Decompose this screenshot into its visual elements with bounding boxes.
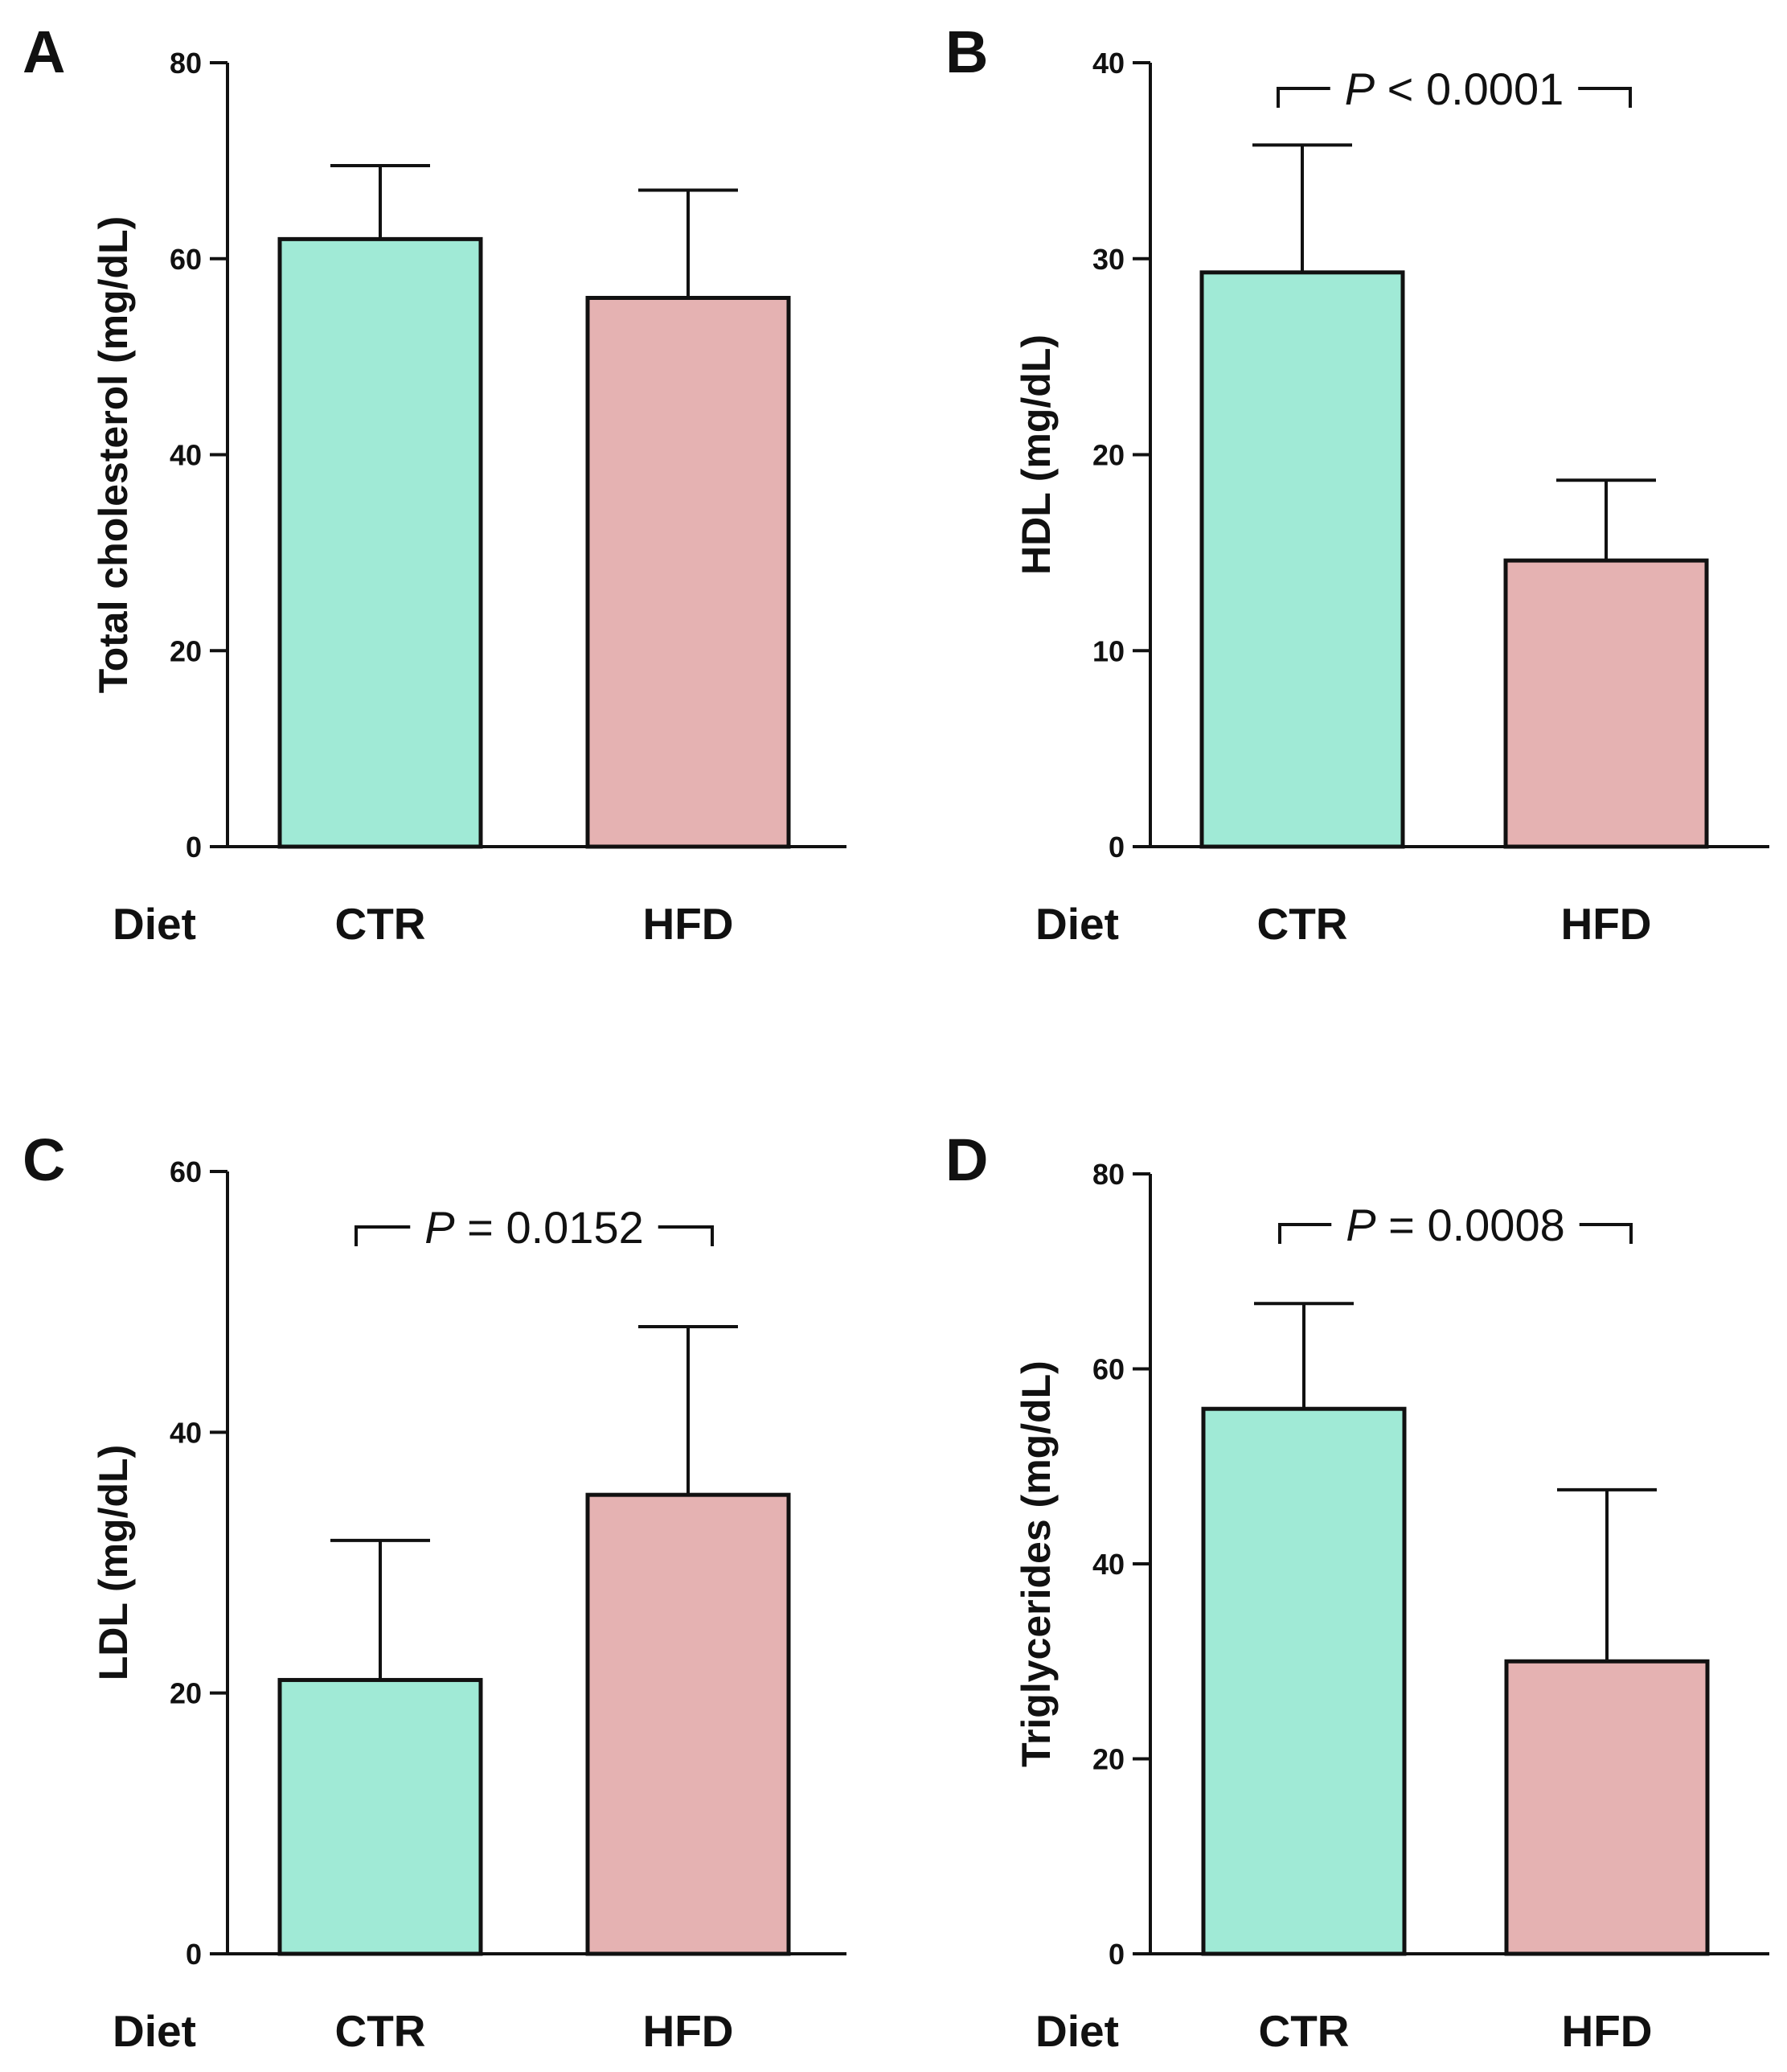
category-label-hfd: HFD (1560, 899, 1651, 949)
p-value-label: P < 0.0001 (1345, 64, 1564, 114)
y-tick-label: 40 (170, 1416, 202, 1449)
category-label-ctr: CTR (334, 899, 425, 949)
y-axis-title: LDL (mg/dL) (91, 1445, 136, 1680)
y-tick-label: 60 (1092, 1353, 1125, 1386)
group-variable-label: Diet (1035, 899, 1119, 949)
y-tick-label: 20 (1092, 1743, 1125, 1776)
significance-bracket-left (355, 1225, 411, 1246)
y-tick-label: 40 (170, 439, 202, 472)
y-tick-label: 0 (186, 831, 202, 864)
bar-hfd (585, 296, 791, 849)
category-label-ctr: CTR (1258, 2006, 1349, 2056)
bar-ctr (277, 1677, 483, 1956)
panel-letter: D (945, 1126, 988, 1193)
group-variable-label: Diet (1035, 2006, 1119, 2056)
significance-bracket-right (658, 1225, 714, 1246)
panel-C: C 0 20 40 60 LDL (mg/dL) CTR HFD Diet P = 0.0152 (23, 1126, 846, 2056)
y-tick-label: 60 (170, 243, 202, 276)
category-label-hfd: HFD (642, 2006, 733, 2056)
y-tick-label: 80 (1092, 1158, 1125, 1191)
y-tick-label: 60 (170, 1155, 202, 1188)
significance-bracket-right (1578, 87, 1632, 108)
y-axis-title: Total cholesterol (mg/dL) (91, 216, 136, 694)
y-tick-label: 0 (1109, 831, 1125, 864)
bar-ctr (277, 236, 483, 849)
panel-A: A 0 20 40 60 80 Total cholesterol (mg/dL) CTR HF… (23, 18, 846, 949)
y-tick-label: 30 (1092, 243, 1125, 276)
category-label-ctr: CTR (1256, 899, 1347, 949)
y-axis-title: HDL (mg/dL) (1014, 334, 1059, 575)
category-label-ctr: CTR (334, 2006, 425, 2056)
panel-letter: C (23, 1126, 65, 1193)
panel-B: B 0 10 20 30 40 HDL (mg/dL) CTR HFD Diet P < 0.000… (945, 18, 1769, 949)
y-tick-label: 80 (170, 47, 202, 80)
p-value-label: P = 0.0008 (1346, 1200, 1564, 1250)
group-variable-label: Diet (113, 899, 196, 949)
panel-D: D 0 20 40 60 80 Triglycerides (mg/dL) CTR HFD Die… (945, 1126, 1769, 2056)
category-label-hfd: HFD (642, 899, 733, 949)
y-tick-label: 20 (170, 1677, 202, 1710)
category-label-hfd: HFD (1561, 2006, 1652, 2056)
y-tick-label: 20 (170, 634, 202, 667)
y-tick-label: 0 (1109, 1938, 1125, 1971)
panel-letter: A (23, 18, 65, 85)
y-tick-label: 10 (1092, 634, 1125, 667)
bar-hfd (1503, 558, 1709, 849)
bar-ctr (1201, 1406, 1407, 1956)
y-axis-title: Triglycerides (mg/dL) (1014, 1360, 1059, 1767)
p-value-label: P = 0.0152 (424, 1202, 643, 1253)
significance-bracket-right (1579, 1223, 1633, 1244)
significance-bracket-left (1277, 87, 1330, 108)
y-tick-label: 40 (1092, 47, 1125, 80)
bar-hfd (1504, 1659, 1710, 1956)
group-variable-label: Diet (113, 2006, 196, 2056)
bar-ctr (1199, 270, 1405, 849)
y-tick-label: 0 (186, 1938, 202, 1971)
y-tick-label: 40 (1092, 1548, 1125, 1581)
y-tick-label: 20 (1092, 439, 1125, 472)
bar-hfd (585, 1492, 791, 1956)
panel-letter: B (945, 18, 988, 85)
significance-bracket-left (1278, 1223, 1332, 1244)
